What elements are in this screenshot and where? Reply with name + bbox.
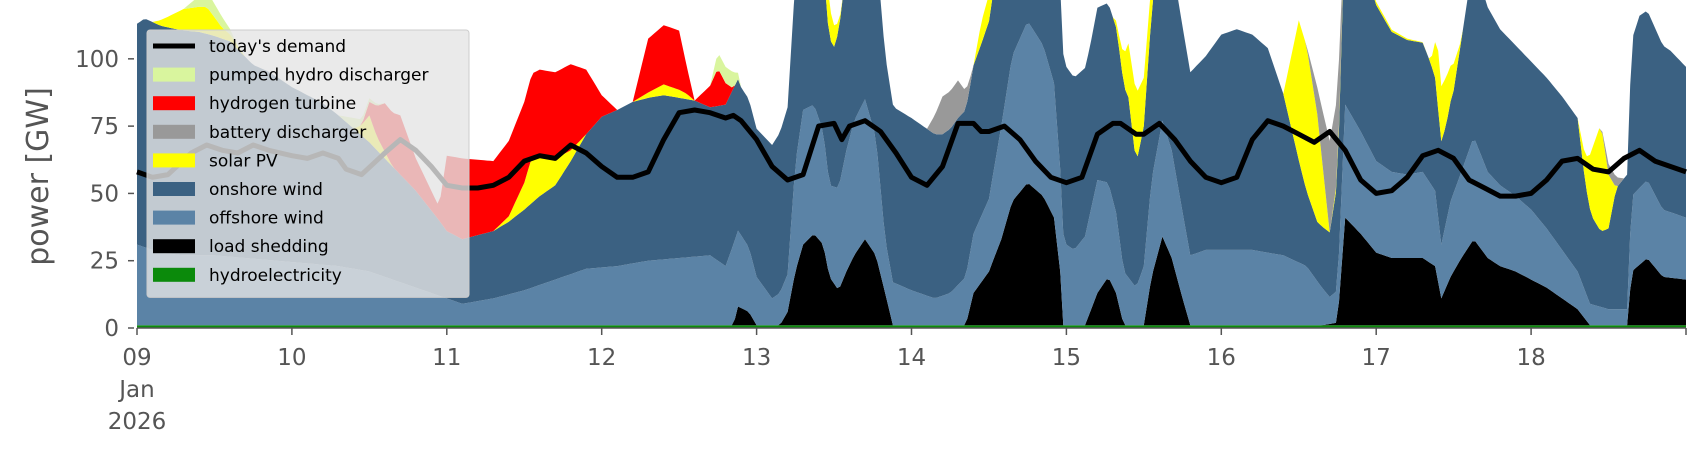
x-tick-label: 17 [1362, 345, 1391, 371]
legend-swatch-onshore-wind [153, 182, 195, 196]
x-tick-label: 09 [122, 345, 151, 371]
legend-label-battery-discharger: battery discharger [209, 123, 366, 143]
legend-swatch-solar-pv [153, 153, 195, 168]
y-tick-label: 0 [104, 316, 119, 342]
legend-swatch-pumped-hydro-discharger [153, 67, 195, 82]
area-load-shedding [137, 184, 1686, 326]
x-tick-month: Jan [117, 377, 154, 403]
legend-label-load-shedding: load shedding [209, 237, 329, 257]
legend-label-today-s-demand: today's demand [209, 37, 346, 57]
legend-swatch-offshore-wind [153, 210, 195, 225]
y-tick-label: 25 [90, 249, 119, 275]
x-tick-label: 12 [587, 345, 616, 371]
legend: today's demand pumped hydro discharger hyd… [146, 29, 470, 298]
x-tick-label: 13 [742, 345, 771, 371]
legend-label-onshore-wind: onshore wind [209, 180, 323, 200]
y-tick-label: 75 [90, 114, 119, 140]
legend-swatch-hydrogen-turbine [153, 96, 195, 111]
y-tick-label: 50 [90, 181, 119, 207]
legend-swatch-hydroelectricity [153, 267, 195, 282]
legend-label-hydrogen-turbine: hydrogen turbine [209, 94, 356, 114]
axes: 0 25 50 75 100 09 Jan 2026 10 11 12 13 14 15 16 17 18 [75, 47, 1687, 435]
y-tick-label: 100 [75, 47, 119, 73]
x-tick-label: 14 [897, 345, 926, 371]
legend-swatch-battery-discharger [153, 124, 195, 139]
x-tick-label: 16 [1207, 345, 1236, 371]
legend-label-pumped-hydro-discharger: pumped hydro discharger [209, 66, 428, 86]
area-hydrogen-turbine [137, 0, 1686, 240]
legend-box [146, 29, 470, 298]
x-tick-year: 2026 [108, 409, 167, 435]
legend-swatch-load-shedding [153, 239, 195, 254]
x-tick-label: 10 [277, 345, 306, 371]
x-tick-label: 11 [432, 345, 461, 371]
y-axis-title: power [GW] [21, 87, 56, 266]
area-onshore-wind [137, 0, 1686, 310]
x-tick-label: 15 [1052, 345, 1081, 371]
legend-label-offshore-wind: offshore wind [209, 209, 324, 229]
x-tick-label: 18 [1516, 345, 1545, 371]
area-solar-pv [137, 0, 1686, 240]
legend-label-hydroelectricity: hydroelectricity [209, 266, 342, 286]
legend-label-solar-pv: solar PV [209, 151, 278, 171]
